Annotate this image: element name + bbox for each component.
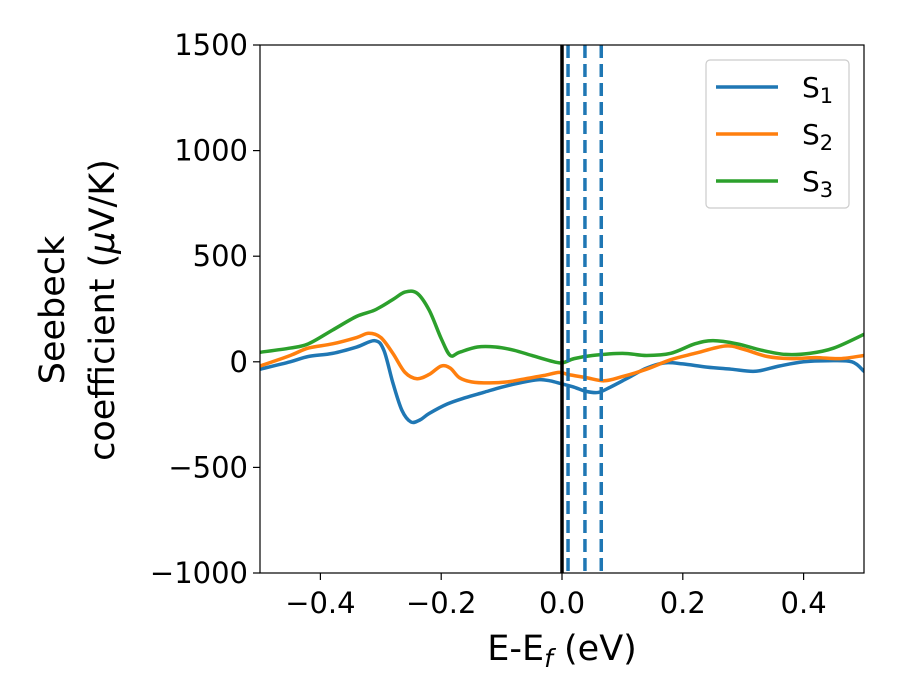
legend-label-s2: S2 xyxy=(802,118,833,155)
x-tick-label: −0.4 xyxy=(285,586,355,620)
y-axis-title-line1: Seebeck xyxy=(33,235,73,384)
x-axis-ticks: −0.4 −0.2 0.0 0.2 0.4 xyxy=(285,573,827,620)
series-layer xyxy=(260,289,864,425)
y-axis-title-line2-text: coefficient ( xyxy=(83,254,123,461)
x-tick-label: 0.0 xyxy=(539,586,585,620)
legend-label-sub: 2 xyxy=(820,131,833,155)
legend-label-main: S xyxy=(802,165,820,198)
y-axis-title: Seebeck coefficient (μV/K) xyxy=(33,159,123,461)
y-tick-label: −500 xyxy=(168,450,248,484)
y-axis-title-unit: V/K) xyxy=(83,159,123,231)
legend-label-main: S xyxy=(802,71,820,104)
x-axis-title-unit: (eV) xyxy=(553,629,637,669)
legend-label-s3: S3 xyxy=(802,165,833,202)
x-tick-label: 0.2 xyxy=(660,586,706,620)
y-axis-title-line2: coefficient (μV/K) xyxy=(83,159,123,461)
x-tick-label: 0.4 xyxy=(781,586,827,620)
legend-label-s1: S1 xyxy=(802,71,833,108)
series-line-s1 xyxy=(260,338,864,425)
series-line-s3 xyxy=(260,289,864,365)
legend-label-sub: 1 xyxy=(820,84,833,108)
x-axis-title-main: E-E xyxy=(487,629,544,669)
legend-label-sub: 3 xyxy=(820,178,833,202)
y-tick-label: 0 xyxy=(230,345,248,379)
y-tick-label: 1000 xyxy=(174,134,248,168)
y-axis-ticks: −1000 −500 0 500 1000 1500 xyxy=(150,28,260,590)
y-tick-label: −1000 xyxy=(150,556,248,590)
vertical-line-layer xyxy=(560,45,604,573)
y-tick-label: 1500 xyxy=(174,28,248,62)
series-line-s2 xyxy=(260,331,864,385)
x-axis-title: E-Ef (eV) xyxy=(487,629,637,673)
y-tick-label: 500 xyxy=(193,239,248,273)
x-tick-label: −0.2 xyxy=(406,586,476,620)
y-axis-title-mu: μ xyxy=(83,231,123,254)
legend-label-main: S xyxy=(802,118,820,151)
